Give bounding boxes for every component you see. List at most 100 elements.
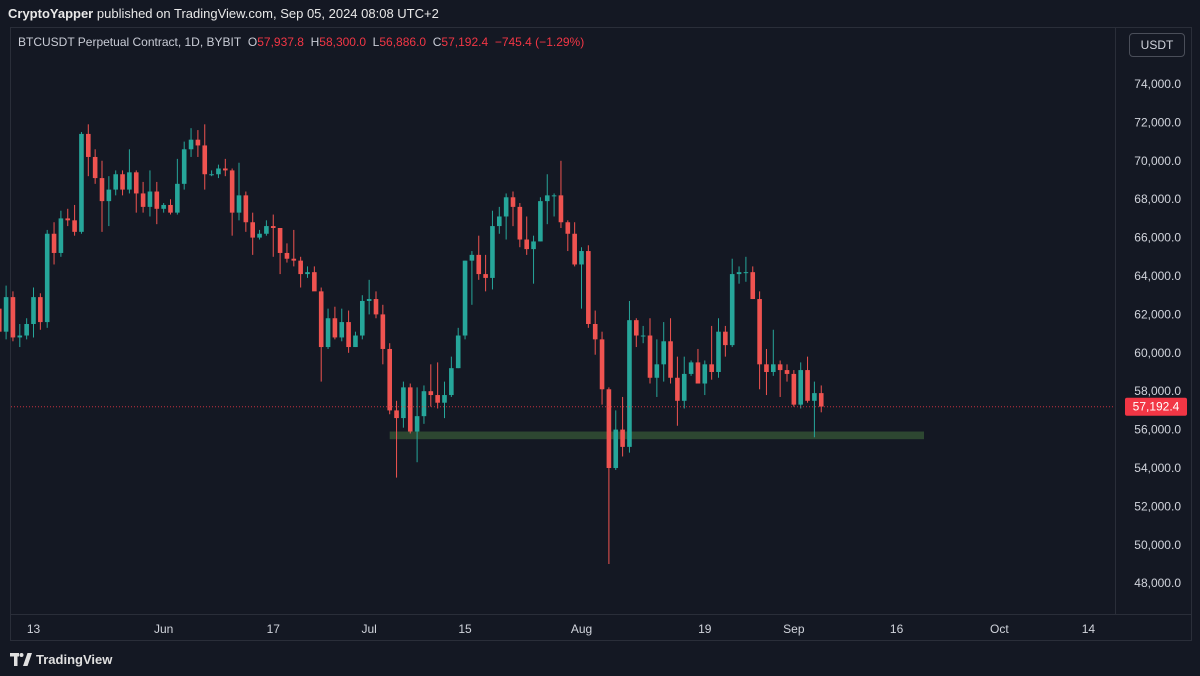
candle[interactable] xyxy=(298,256,303,288)
candle[interactable] xyxy=(236,162,242,221)
candle[interactable] xyxy=(79,132,84,234)
candle[interactable] xyxy=(277,228,283,275)
candle[interactable] xyxy=(517,203,523,248)
candle[interactable] xyxy=(216,164,221,179)
candle[interactable] xyxy=(736,266,742,284)
candle[interactable] xyxy=(325,308,331,349)
author-name[interactable]: CryptoYapper xyxy=(8,6,94,21)
candle[interactable] xyxy=(647,318,653,384)
candle[interactable] xyxy=(401,381,406,428)
candle[interactable] xyxy=(373,291,379,319)
candle[interactable] xyxy=(729,258,735,348)
candle[interactable] xyxy=(428,364,434,407)
candle[interactable] xyxy=(544,174,550,225)
candle[interactable] xyxy=(750,266,756,300)
candle[interactable] xyxy=(264,220,269,236)
tradingview-logo[interactable]: TradingView xyxy=(10,652,112,667)
candle[interactable] xyxy=(209,170,214,177)
candle[interactable] xyxy=(572,222,577,267)
candle[interactable] xyxy=(407,383,413,434)
candle[interactable] xyxy=(243,191,249,232)
currency-button[interactable]: USDT xyxy=(1129,33,1185,57)
candle[interactable] xyxy=(812,381,817,438)
candle[interactable] xyxy=(366,279,372,315)
candle[interactable] xyxy=(38,293,43,330)
candle[interactable] xyxy=(99,160,105,232)
candle[interactable] xyxy=(818,385,824,413)
candle[interactable] xyxy=(168,199,173,215)
candle[interactable] xyxy=(291,229,297,267)
candle[interactable] xyxy=(586,245,591,328)
candle[interactable] xyxy=(113,170,118,196)
candle[interactable] xyxy=(44,229,50,328)
candle[interactable] xyxy=(92,149,98,184)
candle[interactable] xyxy=(681,356,687,409)
candle[interactable] xyxy=(106,176,112,227)
candle[interactable] xyxy=(339,308,345,342)
candle[interactable] xyxy=(223,158,228,177)
candle[interactable] xyxy=(250,212,255,255)
candle[interactable] xyxy=(798,362,803,409)
candle[interactable] xyxy=(175,158,180,215)
candle[interactable] xyxy=(510,191,516,227)
candle[interactable] xyxy=(127,149,132,194)
candle[interactable] xyxy=(565,220,571,252)
candle[interactable] xyxy=(503,193,509,240)
candle[interactable] xyxy=(10,291,16,342)
candle[interactable] xyxy=(709,325,714,380)
candle[interactable] xyxy=(58,210,64,257)
candle[interactable] xyxy=(606,387,612,564)
candle[interactable] xyxy=(483,254,488,292)
candle[interactable] xyxy=(640,325,646,344)
candle[interactable] xyxy=(0,295,2,351)
candle[interactable] xyxy=(65,208,71,227)
candle[interactable] xyxy=(414,387,420,463)
candle[interactable] xyxy=(421,385,427,424)
candle[interactable] xyxy=(312,266,317,292)
candle[interactable] xyxy=(188,128,194,157)
candle[interactable] xyxy=(592,310,598,355)
candle[interactable] xyxy=(634,318,639,348)
candle[interactable] xyxy=(805,356,810,403)
candle[interactable] xyxy=(688,360,694,376)
candle[interactable] xyxy=(538,197,543,242)
candle[interactable] xyxy=(702,360,708,396)
candle[interactable] xyxy=(380,304,386,365)
candle[interactable] xyxy=(613,410,619,470)
candle[interactable] xyxy=(195,130,201,157)
candle[interactable] xyxy=(31,287,36,338)
candle[interactable] xyxy=(229,168,235,236)
candle[interactable] xyxy=(784,364,790,382)
candle[interactable] xyxy=(86,124,91,177)
candle[interactable] xyxy=(764,348,769,396)
candle[interactable] xyxy=(654,339,660,397)
candle[interactable] xyxy=(449,356,454,397)
candle[interactable] xyxy=(51,222,57,265)
candle[interactable] xyxy=(469,251,475,305)
candle[interactable] xyxy=(202,124,208,190)
candle[interactable] xyxy=(181,141,187,190)
candle[interactable] xyxy=(620,396,625,457)
candle[interactable] xyxy=(161,203,166,213)
candle[interactable] xyxy=(668,318,673,384)
candle[interactable] xyxy=(3,285,9,340)
candle[interactable] xyxy=(435,362,440,409)
candle[interactable] xyxy=(791,370,797,407)
candle[interactable] xyxy=(599,331,605,405)
candle[interactable] xyxy=(551,193,557,217)
candle[interactable] xyxy=(777,360,783,397)
candle[interactable] xyxy=(661,322,666,382)
candle[interactable] xyxy=(627,300,632,453)
candle[interactable] xyxy=(133,170,139,213)
candle[interactable] xyxy=(490,210,495,290)
candle[interactable] xyxy=(771,329,776,376)
candle[interactable] xyxy=(695,348,701,384)
candle[interactable] xyxy=(17,324,23,348)
candle[interactable] xyxy=(284,243,290,263)
candle[interactable] xyxy=(305,266,310,278)
candle[interactable] xyxy=(270,214,276,257)
candle[interactable] xyxy=(716,318,721,378)
candle[interactable] xyxy=(154,181,160,225)
candle[interactable] xyxy=(72,204,77,236)
